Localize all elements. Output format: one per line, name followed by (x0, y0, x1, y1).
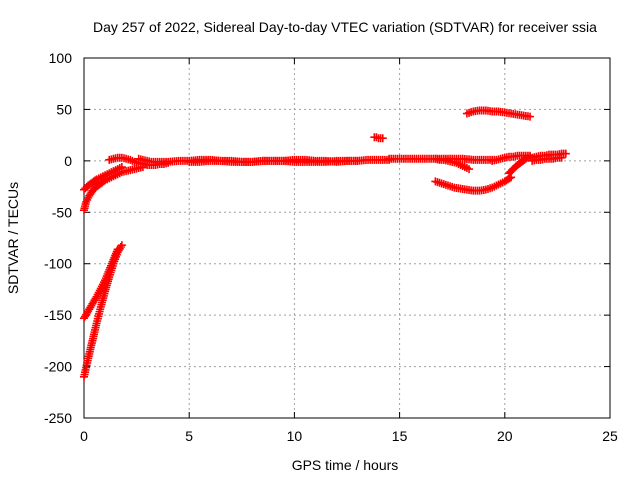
data-point-s14-7-2 (561, 149, 570, 158)
data-point-s11-9-3 (526, 112, 535, 121)
x-tick-label-1: 5 (185, 428, 193, 444)
plot-frame (83, 57, 611, 419)
y-tick-label-7: 100 (49, 50, 73, 66)
data-point-s15-6-2 (557, 153, 566, 162)
x-tick-label-2: 10 (287, 428, 303, 444)
axis-ticks: 0 5 10 15 20 25 -250 -200 -150 -100 -50 0 50 100 (44, 50, 618, 444)
data-point-s9-7-2 (465, 165, 474, 174)
x-tick-label-5: 25 (602, 428, 618, 444)
y-tick-label-2: -150 (44, 307, 72, 323)
y-tick-label-0: -250 (44, 410, 72, 426)
data-point-s6-15-5 (353, 156, 362, 165)
data-point-s1-7-5 (113, 245, 122, 254)
y-axis-label: SDTVAR / TECUs (5, 182, 21, 294)
x-axis-label: GPS time / hours (292, 457, 399, 473)
data-point-s7-3-1 (378, 134, 387, 143)
x-tick-label-4: 20 (497, 428, 513, 444)
y-tick-label-1: -200 (44, 359, 72, 375)
y-tick-label-6: 50 (56, 101, 72, 117)
data-point-s3-8-2 (117, 163, 126, 172)
chart-title: Day 257 of 2022, Sidereal Day-to-day VTE… (93, 19, 597, 35)
x-tick-label-3: 15 (392, 428, 408, 444)
y-tick-label-3: -100 (44, 256, 72, 272)
x-tick-label-0: 0 (80, 428, 88, 444)
grid (84, 58, 610, 418)
y-tick-label-5: 0 (64, 153, 72, 169)
data-point-s0-8-4 (117, 241, 126, 250)
data-points (80, 106, 570, 381)
y-tick-label-4: -50 (52, 204, 72, 220)
